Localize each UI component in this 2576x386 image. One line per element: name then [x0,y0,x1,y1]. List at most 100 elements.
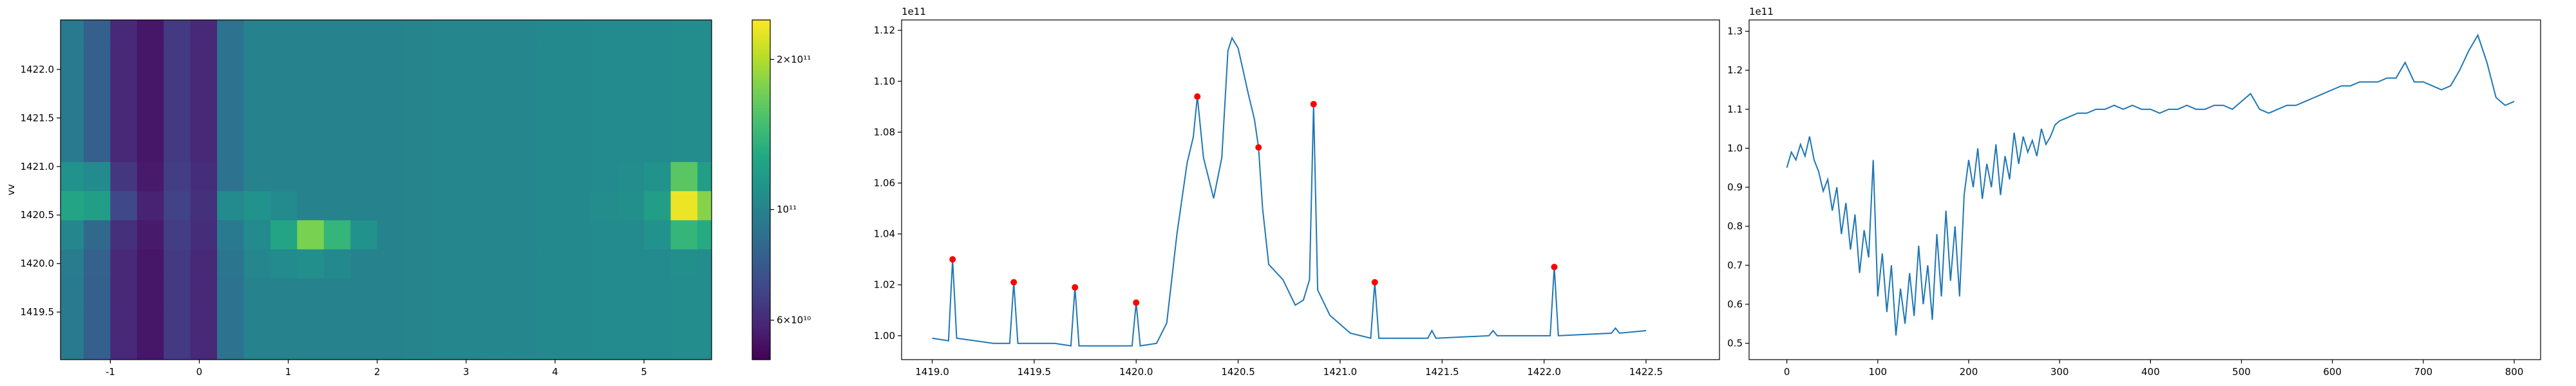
heatmap-cell [617,74,645,104]
colorbar-gradient [752,138,770,142]
heatmap-cell [323,249,351,279]
colorbar-gradient [752,113,770,117]
colorbar-gradient [752,192,770,196]
heatmap-cell [484,132,511,162]
heatmap-cell [510,20,538,46]
heatmap-cell [110,161,138,192]
heatmap-cell [617,307,645,337]
heatmap-cell [404,219,431,250]
heatmap-cell [297,103,325,133]
heatmap-cell [61,307,84,337]
heatmap-cell [617,336,645,360]
colorbar-gradient [752,28,770,32]
x-tick-label: 400 [2141,366,2160,378]
heatmap-cell [110,336,138,360]
heatmap-cell [323,161,351,192]
colorbar-gradient [752,334,770,338]
heatmap-cell [110,103,138,133]
colorbar-gradient [752,314,770,318]
heatmap-cell [537,103,565,133]
colorbar-gradient [752,107,770,111]
heatmap-cell [137,74,164,104]
colorbar-gradient [752,152,770,156]
y-tick-label: 0.7 [1727,259,1743,271]
heatmap-cell [670,278,698,308]
colorbar-gradient [752,178,770,182]
heatmap-cell [644,278,672,308]
heatmap-cell [217,103,245,133]
heatmap-cell [430,74,458,104]
line-series [1786,33,2515,336]
heatmap-cell [564,45,591,75]
heatmap-cell [297,336,325,360]
axis-frame [1748,19,2541,360]
x-tick-label: 1421.0 [1323,366,1358,378]
heatmap-cell [164,249,191,279]
heatmap-cell [404,336,431,360]
heatmap-cell [644,45,672,75]
heatmap-cell [270,249,298,279]
colorbar-gradient [752,31,770,35]
peak-marker [1133,299,1140,306]
peak-marker [1010,279,1018,286]
heatmap-cell [404,132,431,162]
heatmap-cell [537,336,565,360]
heatmap-cell [377,219,404,250]
heatmap-cell [243,74,271,104]
heatmap-cell [61,278,84,308]
colorbar-gradient [752,348,770,352]
heatmap-cell [404,74,431,104]
heatmap-cell [484,103,511,133]
colorbar-gradient [752,215,770,219]
heatmap-cell [190,190,218,221]
heatmap-cell [323,278,351,308]
heatmap-cell [697,20,712,46]
colorbar-gradient [752,218,770,221]
colorbar-gradient [752,289,770,292]
x-tick-label: 1422.5 [1629,366,1663,378]
heatmap-cell [591,103,618,133]
colorbar-gradient [752,23,770,26]
heatmap-cell [404,249,431,279]
heatmap-cell [377,132,404,162]
colorbar-tick-label: 2×10¹¹ [777,53,811,65]
heatmap-cell [617,20,645,46]
heatmap-cell [457,278,485,308]
heatmap-cell [457,336,485,360]
heatmap-cell [297,45,325,75]
heatmap-cell [61,249,84,279]
heatmap-cell [644,74,672,104]
heatmap-cell [164,74,191,104]
x-tick-label: 4 [552,366,558,378]
heatmap-cell [644,307,672,337]
heatmap-cell [537,307,565,337]
heatmap-cell [350,249,378,279]
colorbar-gradient [752,144,770,148]
heatmap-cell [137,336,164,360]
heatmap-cell [644,20,672,46]
colorbar-gradient [752,342,770,346]
heatmap-cell [83,190,111,221]
heatmap-cell [377,278,404,308]
heatmap-cell [430,278,458,308]
colorbar-gradient [752,170,770,174]
heatmap-cell [61,20,84,46]
heatmap-cell [110,219,138,250]
heatmap-cell [484,20,511,46]
heatmap-cell [323,132,351,162]
peak-marker [1310,100,1317,107]
heatmap-cell [270,161,298,192]
heatmap-cell [110,190,138,221]
heatmap-cell [190,249,218,279]
heatmap-cell [670,190,698,221]
heatmap-cell [297,190,325,221]
heatmap-cell [484,336,511,360]
heatmap-cell [243,132,271,162]
heatmap-cell [457,45,485,75]
heatmap-cell [484,190,511,221]
heatmap-cell [377,45,404,75]
y-tick-label: 1419.5 [21,306,55,318]
heatmap-cell [243,20,271,46]
peak-marker [949,256,956,263]
heatmap-cell [190,219,218,250]
